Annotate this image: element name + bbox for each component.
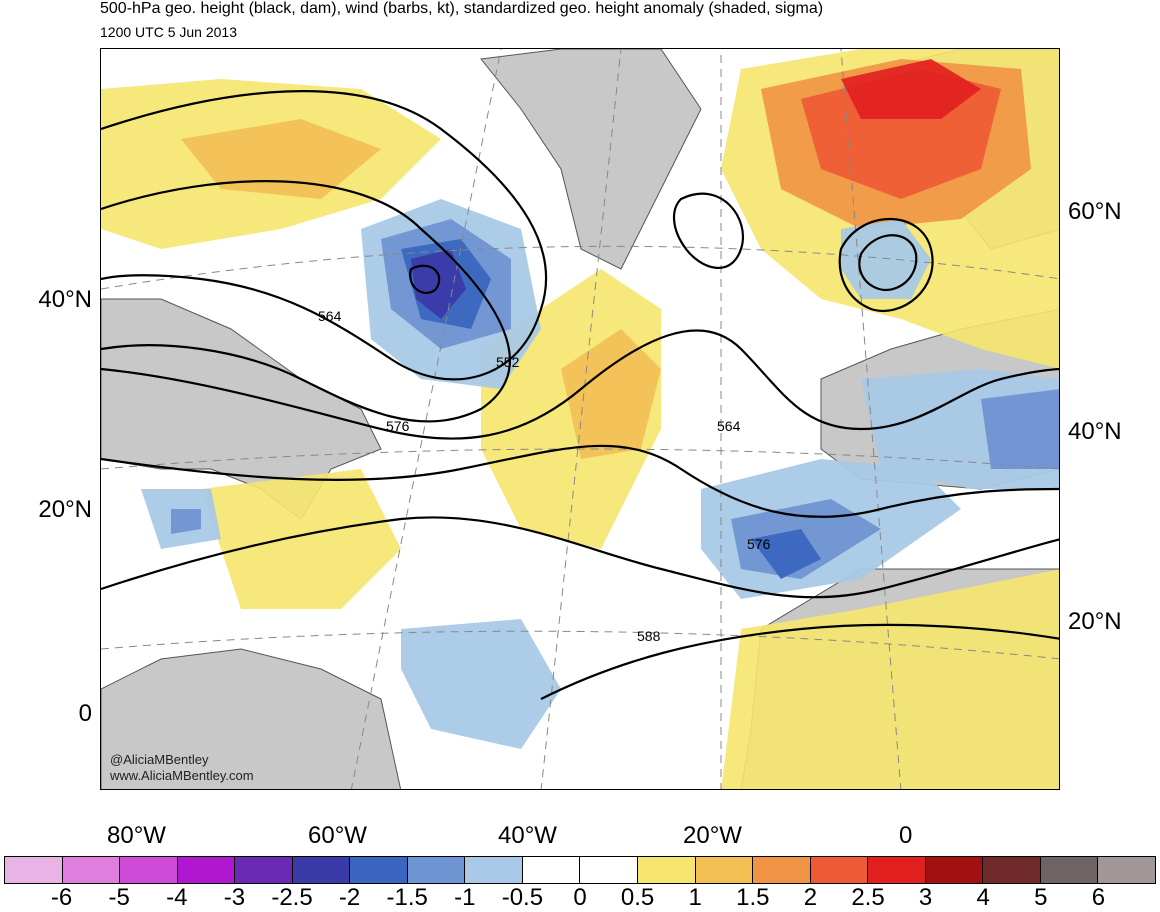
negative-anomaly-shade	[981, 389, 1059, 469]
positive-anomaly-shade	[841, 59, 981, 119]
lat-label-right: 40°N	[1068, 418, 1122, 445]
colorbar-swatch	[465, 857, 523, 883]
colorbar-swatch	[235, 857, 293, 883]
lon-label: 0	[899, 822, 913, 849]
negative-anomaly-shade	[401, 619, 561, 749]
contour-label: 564	[717, 418, 741, 434]
positive-anomaly-shade	[181, 119, 381, 199]
colorbar-tick-label: 6	[1091, 884, 1106, 911]
positive-anomaly-shade	[201, 469, 401, 609]
colorbar-tick-label: 1.5	[736, 884, 770, 911]
lat-label-left: 0	[78, 700, 92, 727]
colorbar-swatch	[810, 857, 869, 883]
contour-label: 576	[386, 418, 410, 434]
height-contours	[101, 90, 1059, 700]
lon-line	[540, 49, 622, 789]
height-contour	[101, 180, 511, 423]
south-america-land	[101, 648, 402, 789]
lat-line	[101, 630, 1059, 660]
colorbar-tick-label: -1	[454, 884, 476, 911]
lon-label: 60°W	[308, 822, 367, 849]
colorbar-tick-label: 1	[688, 884, 702, 911]
lat-line	[101, 448, 1059, 470]
graticule	[101, 49, 1059, 789]
height-contour	[838, 218, 934, 312]
colorbar-swatch	[407, 857, 466, 883]
colorbar-tick-label: -3	[223, 884, 246, 911]
colorbar-swatch	[292, 857, 351, 883]
lat-label-right: 20°N	[1068, 608, 1122, 635]
lon-line	[840, 49, 902, 789]
contour-labels: 564 552 576 564 576 588	[318, 308, 771, 644]
colorbar-swatch	[580, 857, 639, 883]
lat-label-left: 40°N	[38, 286, 92, 313]
colorbar-tick-label: 4	[976, 884, 990, 911]
lon-label: 40°W	[498, 822, 557, 849]
colorbar-tick-label: -6	[50, 884, 73, 911]
contour-label: 552	[496, 354, 520, 370]
colorbar-swatch	[925, 857, 984, 883]
colorbar-swatch	[868, 857, 926, 883]
greenland-land	[480, 49, 702, 270]
colorbar-swatch	[177, 857, 236, 883]
colorbar-tick-label: 0	[573, 884, 587, 911]
colorbar-tick-label: -2	[338, 884, 361, 911]
negative-anomaly-shade	[751, 529, 821, 579]
colorbar-swatch	[62, 857, 121, 883]
credit-site: www.AliciaMBentley.com	[110, 768, 254, 783]
anomaly-shading	[101, 49, 1059, 789]
height-contour	[858, 234, 918, 292]
colorbar-tick-label: -5	[108, 884, 130, 911]
colorbar-tick-label: 5	[1034, 884, 1048, 911]
colorbar-tick-label: -0.5	[501, 884, 544, 911]
colorbar-tick-label: 3	[918, 884, 933, 911]
colorbar-swatch	[638, 857, 696, 883]
colorbar-swatch	[1098, 857, 1155, 883]
colorbar-tick-label: -4	[166, 884, 188, 911]
colorbar-swatch	[5, 857, 63, 883]
colorbar-tick-label: -1.5	[386, 884, 428, 911]
colorbar-swatch	[695, 857, 754, 883]
height-contour	[540, 623, 1059, 700]
colorbar-swatch	[350, 857, 408, 883]
colorbar-swatch	[1040, 857, 1099, 883]
height-contour	[409, 264, 441, 294]
height-contour	[101, 329, 1059, 440]
contour-label: 564	[318, 308, 342, 324]
height-contour	[101, 90, 548, 381]
anomaly-colorbar	[4, 856, 1156, 884]
positive-anomaly-shade	[561, 329, 661, 459]
height-contour	[673, 192, 744, 269]
lon-label: 20°W	[683, 822, 742, 849]
colorbar-tick-label: -2.5	[271, 884, 313, 911]
colorbar-swatch	[983, 857, 1041, 883]
lon-line	[350, 49, 502, 789]
colorbar-swatch	[753, 857, 811, 883]
colorbar-swatch	[120, 857, 178, 883]
contour-label: 588	[637, 628, 661, 644]
valid-time: 1200 UTC 5 Jun 2013	[100, 24, 237, 40]
positive-anomaly-shade	[721, 569, 1059, 789]
lat-label-left: 20°N	[38, 496, 92, 523]
lat-label-right: 60°N	[1068, 198, 1122, 225]
colorbar-tick-label: 2	[803, 884, 818, 911]
negative-anomaly-shade	[171, 509, 201, 534]
height-contour	[101, 444, 1059, 518]
colorbar-tick-label: 0.5	[620, 884, 655, 911]
colorbar-swatch	[522, 857, 581, 883]
colorbar-tick-label: 2.5	[851, 884, 885, 911]
map-panel: 564 552 576 564 576 588	[100, 48, 1060, 790]
credit-handle: @AliciaMBentley	[110, 752, 209, 767]
contour-label: 576	[747, 536, 771, 552]
lon-label: 80°W	[107, 822, 166, 849]
height-contour	[101, 516, 1059, 599]
map-svg: 564 552 576 564 576 588	[101, 49, 1059, 789]
lat-line	[101, 245, 1059, 290]
map-title: 500-hPa geo. height (black, dam), wind (…	[100, 0, 824, 17]
